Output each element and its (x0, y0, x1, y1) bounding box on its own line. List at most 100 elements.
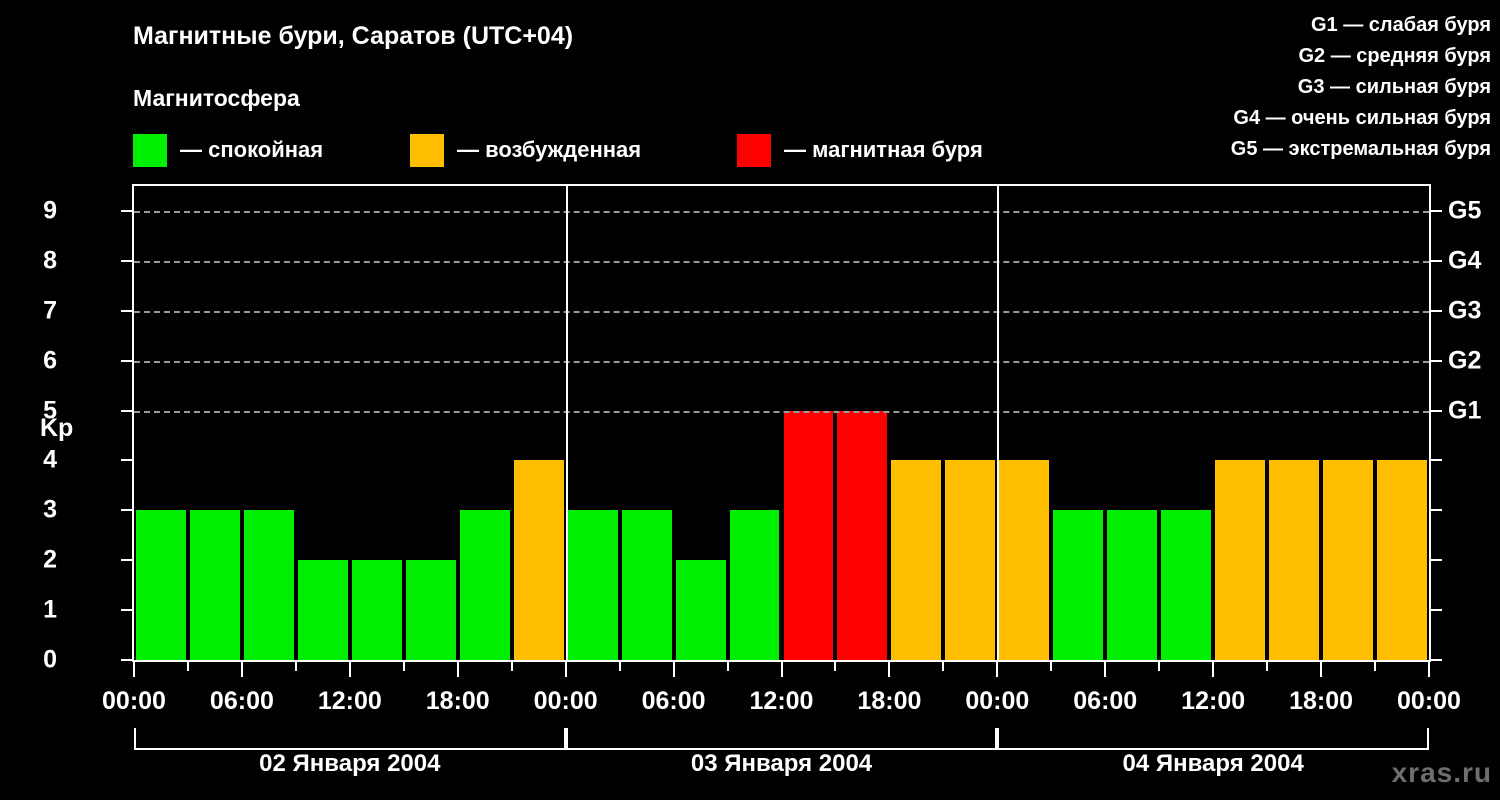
x-tick-10 (672, 662, 675, 677)
legend-storm-label: — магнитная буря (784, 137, 983, 162)
bar[interactable] (837, 410, 888, 660)
y-tick-6 (121, 359, 132, 362)
x-tick-22 (1320, 662, 1323, 677)
x-tick-24 (1428, 662, 1430, 677)
gridline-kp-7 (134, 310, 1429, 313)
bar-series (134, 186, 1429, 660)
x-tick-0 (133, 662, 135, 677)
x-tick-23 (1374, 662, 1377, 671)
y-tick-right-3 (1431, 509, 1442, 512)
y-tick-2 (121, 559, 132, 562)
x-tick-9 (618, 662, 621, 671)
x-tick-12 (780, 662, 783, 677)
x-tick-14 (888, 662, 891, 677)
y-tick-9 (121, 209, 132, 212)
day-bracket-3 (997, 728, 1429, 750)
bar[interactable] (783, 410, 834, 660)
legend-unsettled-label: — возбужденная (457, 137, 642, 162)
bar[interactable] (1215, 460, 1266, 660)
legend-calm: — спокойная (133, 133, 323, 167)
day-separator-2 (997, 186, 1000, 660)
y-tick-right-8 (1431, 259, 1442, 262)
bar[interactable] (351, 560, 402, 660)
bar[interactable] (891, 460, 942, 660)
watermark: xras.ru (1391, 757, 1492, 788)
y-tick-right-5 (1431, 409, 1442, 412)
bar[interactable] (621, 510, 672, 660)
y-tick-8 (121, 259, 132, 262)
y-tick-label-4: 4 (43, 445, 57, 474)
bar[interactable] (243, 510, 294, 660)
bar[interactable] (1323, 460, 1374, 660)
legend-calm-swatch (133, 133, 167, 167)
bar[interactable] (189, 510, 240, 660)
y-tick-right-6 (1431, 359, 1442, 362)
y-tick-label-3: 3 (43, 495, 57, 524)
x-tick-4 (348, 662, 351, 677)
y-axis-title: Kp (40, 414, 74, 442)
plot-frame (132, 184, 1431, 662)
legend-calm-label: — спокойная (180, 137, 324, 162)
x-tick-19 (1158, 662, 1161, 671)
g-axis-label-G4: G4 (1448, 246, 1482, 275)
x-tick-5 (402, 662, 405, 671)
bar[interactable] (459, 510, 510, 660)
g-axis-label-G2: G2 (1448, 346, 1482, 375)
x-tick-3 (294, 662, 297, 671)
x-tick-label-6: 12:00 (749, 687, 814, 715)
x-tick-label-4: 00:00 (533, 687, 598, 715)
g-scale-line-2: G2 — средняя буря (1298, 45, 1492, 67)
bar[interactable] (1377, 460, 1427, 660)
g-scale-line-1: G1 — слабая буря (1310, 14, 1491, 36)
y-tick-5 (121, 409, 132, 412)
g-scale-legend: G1 — слабая буря G2 — средняя буря G3 — си… (1231, 10, 1491, 165)
color-legend: — спокойная — возбужденная — магнитная бур… (133, 133, 1033, 167)
g-axis-label-G3: G3 (1448, 296, 1482, 325)
y-tick-3 (121, 509, 132, 512)
g-axis-label-G5: G5 (1448, 196, 1482, 225)
x-tick-label-7: 18:00 (857, 687, 922, 715)
x-tick-label-5: 06:00 (641, 687, 706, 715)
bar[interactable] (1269, 460, 1320, 660)
gridline-kp-9 (134, 210, 1429, 213)
y-tick-label-5: 5 (43, 396, 57, 425)
bar[interactable] (297, 560, 348, 660)
y-tick-right-4 (1431, 459, 1442, 462)
y-tick-label-6: 6 (43, 346, 57, 375)
bar[interactable] (729, 510, 780, 660)
page-title: Магнитные бури, Саратов (UTC+04) (133, 22, 574, 50)
bar[interactable] (945, 460, 996, 660)
day-label-2: 03 Января 2004 (690, 750, 873, 777)
bar[interactable] (513, 460, 564, 660)
legend-unsettled: — возбужденная (410, 133, 641, 167)
x-tick-label-3: 18:00 (425, 687, 490, 715)
x-tick-17 (1050, 662, 1053, 671)
bar[interactable] (567, 510, 618, 660)
y-tick-right-1 (1431, 609, 1442, 612)
x-tick-7 (510, 662, 513, 671)
x-tick-11 (726, 662, 729, 671)
bar[interactable] (675, 560, 726, 660)
legend-unsettled-swatch (410, 133, 444, 167)
bar[interactable] (136, 510, 186, 660)
section-label: Магнитосфера (133, 85, 300, 111)
y-tick-label-7: 7 (43, 296, 57, 325)
y-tick-7 (121, 309, 132, 312)
bar[interactable] (999, 460, 1050, 660)
x-tick-label-11: 18:00 (1289, 687, 1354, 715)
y-tick-right-0 (1431, 659, 1442, 661)
x-tick-6 (456, 662, 459, 677)
bar[interactable] (1053, 510, 1104, 660)
bar[interactable] (1107, 510, 1158, 660)
gridline-kp-8 (134, 260, 1429, 263)
bar[interactable] (1161, 510, 1212, 660)
g-axis-label-G1: G1 (1448, 396, 1482, 425)
day-bracket-2 (565, 728, 998, 750)
legend-storm: — магнитная буря (737, 133, 983, 167)
g-scale-line-3: G3 — сильная буря (1297, 76, 1491, 98)
x-tick-label-0: 00:00 (102, 687, 166, 715)
bar[interactable] (405, 560, 456, 660)
x-tick-label-2: 12:00 (317, 687, 382, 715)
